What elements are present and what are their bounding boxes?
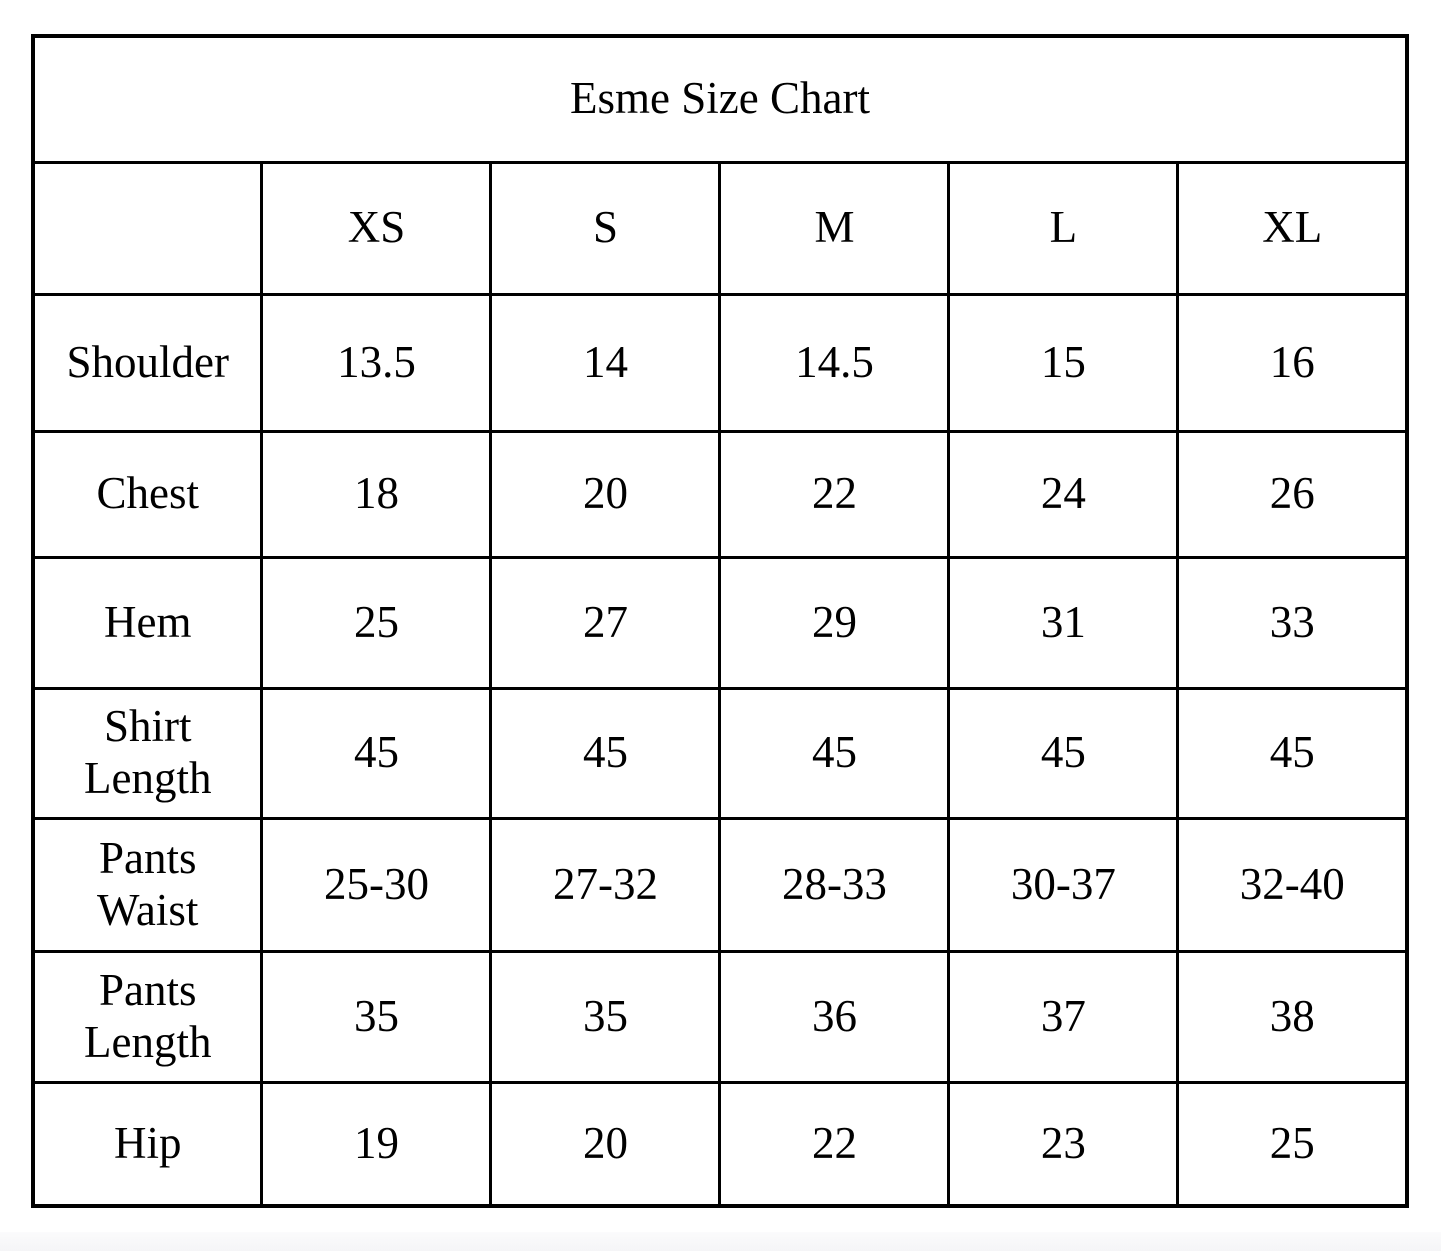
cell-value: 27-32: [489, 816, 722, 953]
cell-value: 26: [1176, 429, 1409, 559]
cell-value: 22: [718, 429, 951, 559]
column-header-l: L: [947, 160, 1180, 296]
cell-value: 20: [489, 429, 722, 559]
cell-value: 36: [718, 949, 951, 1084]
cell-value: 16: [1176, 292, 1409, 433]
table-row-pants-length: Pants Length 35 35 36 37 38: [31, 949, 1409, 1084]
row-label: Hem: [31, 555, 264, 690]
cell-value: 18: [260, 429, 493, 559]
table-row-pants-waist: Pants Waist 25-30 27-32 28-33 30-37 32-4…: [31, 816, 1409, 953]
column-header-xs: XS: [260, 160, 493, 296]
cell-value: 38: [1176, 949, 1409, 1084]
corner-cell: [31, 160, 264, 296]
cell-value: 23: [947, 1080, 1180, 1208]
cell-value: 32-40: [1176, 816, 1409, 953]
table-row-hem: Hem 25 27 29 31 33: [31, 555, 1409, 690]
cell-value: 20: [489, 1080, 722, 1208]
size-chart-container: Esme Size Chart XS S M L XL Shoulder 13.…: [31, 34, 1409, 1208]
cell-value: 45: [260, 686, 493, 820]
chart-title: Esme Size Chart: [31, 34, 1409, 164]
title-row: Esme Size Chart: [31, 34, 1409, 164]
header-row: XS S M L XL: [31, 160, 1409, 296]
cell-value: 45: [718, 686, 951, 820]
cell-value: 28-33: [718, 816, 951, 953]
row-label: Pants Length: [31, 949, 264, 1084]
cell-value: 14: [489, 292, 722, 433]
table-row-shoulder: Shoulder 13.5 14 14.5 15 16: [31, 292, 1409, 433]
table-row-hip: Hip 19 20 22 23 25: [31, 1080, 1409, 1208]
cell-value: 37: [947, 949, 1180, 1084]
cell-value: 25-30: [260, 816, 493, 953]
cell-value: 24: [947, 429, 1180, 559]
column-header-s: S: [489, 160, 722, 296]
row-label: Hip: [31, 1080, 264, 1208]
cell-value: 35: [489, 949, 722, 1084]
size-chart-table: Esme Size Chart XS S M L XL Shoulder 13.…: [31, 34, 1409, 1208]
column-header-m: M: [718, 160, 951, 296]
row-label: Shirt Length: [31, 686, 264, 820]
cell-value: 25: [260, 555, 493, 690]
page-bottom-strip: [0, 1232, 1441, 1251]
cell-value: 31: [947, 555, 1180, 690]
column-header-xl: XL: [1176, 160, 1409, 296]
table-row-chest: Chest 18 20 22 24 26: [31, 429, 1409, 559]
cell-value: 29: [718, 555, 951, 690]
cell-value: 15: [947, 292, 1180, 433]
cell-value: 35: [260, 949, 493, 1084]
cell-value: 14.5: [718, 292, 951, 433]
row-label: Pants Waist: [31, 816, 264, 953]
cell-value: 22: [718, 1080, 951, 1208]
cell-value: 27: [489, 555, 722, 690]
cell-value: 25: [1176, 1080, 1409, 1208]
cell-value: 19: [260, 1080, 493, 1208]
cell-value: 13.5: [260, 292, 493, 433]
row-label: Shoulder: [31, 292, 264, 433]
table-row-shirt-length: Shirt Length 45 45 45 45 45: [31, 686, 1409, 820]
cell-value: 45: [489, 686, 722, 820]
cell-value: 45: [1176, 686, 1409, 820]
cell-value: 45: [947, 686, 1180, 820]
cell-value: 33: [1176, 555, 1409, 690]
cell-value: 30-37: [947, 816, 1180, 953]
row-label: Chest: [31, 429, 264, 559]
